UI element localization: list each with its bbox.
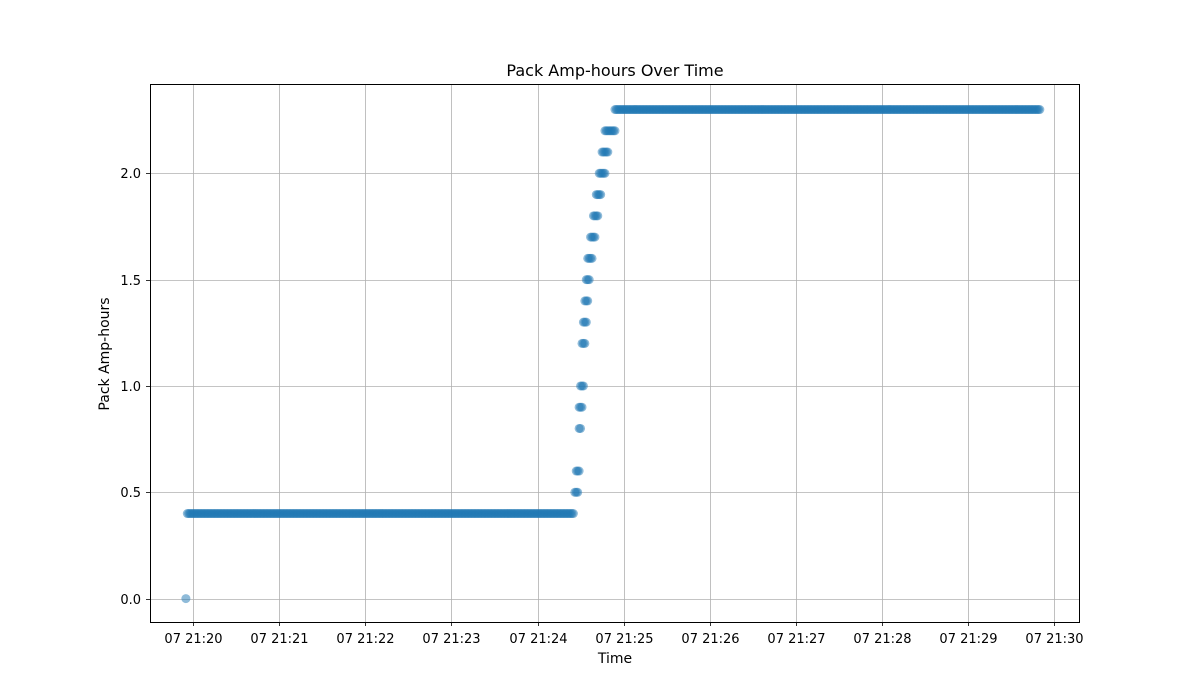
- x-axis-ticks: 07 21:20 07 21:21 07 21:22 07 21:23 07 21:24…: [164, 622, 1084, 647]
- data-point: [603, 147, 613, 157]
- x-tick-label: 07 21:25: [595, 632, 653, 647]
- data-point: [1035, 105, 1045, 115]
- data-point: [583, 296, 593, 306]
- y-tick-label: 0.0: [120, 593, 141, 608]
- chart-title: Pack Amp-hours Over Time: [506, 61, 723, 80]
- data-point: [578, 381, 588, 391]
- data-point: [568, 509, 578, 519]
- data-point: [577, 402, 587, 412]
- x-tick-label: 07 21:26: [681, 632, 739, 647]
- data-point: [610, 126, 620, 136]
- data-point: [574, 466, 584, 476]
- y-tick-label: 0.5: [120, 486, 141, 501]
- y-tick-label: 1.5: [120, 274, 141, 289]
- data-point: [584, 275, 594, 285]
- x-tick-label: 07 21:21: [250, 632, 308, 647]
- x-axis-label: Time: [597, 651, 632, 667]
- x-tick-label: 07 21:24: [509, 632, 567, 647]
- y-axis-ticks: 0.0 0.5 1.0 1.5 2.0: [120, 167, 150, 608]
- y-tick-label: 2.0: [120, 167, 141, 182]
- data-point: [587, 253, 597, 263]
- data-point: [580, 338, 590, 348]
- x-tick-label: 07 21:28: [853, 632, 911, 647]
- data-point: [590, 232, 600, 242]
- grid-lines: [150, 84, 1080, 622]
- data-point: [576, 423, 586, 433]
- data-point: [573, 487, 583, 497]
- x-tick-label: 07 21:30: [1025, 632, 1083, 647]
- data-point: [600, 168, 610, 178]
- x-tick-label: 07 21:27: [767, 632, 825, 647]
- data-points: [181, 105, 1045, 604]
- data-point: [181, 594, 191, 604]
- data-point: [596, 190, 606, 200]
- data-point: [581, 317, 591, 327]
- x-tick-label: 07 21:29: [939, 632, 997, 647]
- x-tick-label: 07 21:22: [336, 632, 394, 647]
- x-tick-label: 07 21:20: [164, 632, 222, 647]
- data-point: [593, 211, 603, 221]
- y-axis-label: Pack Amp-hours: [97, 297, 113, 410]
- x-tick-label: 07 21:23: [422, 632, 480, 647]
- y-tick-label: 1.0: [120, 380, 141, 395]
- plot-frame: [150, 84, 1080, 623]
